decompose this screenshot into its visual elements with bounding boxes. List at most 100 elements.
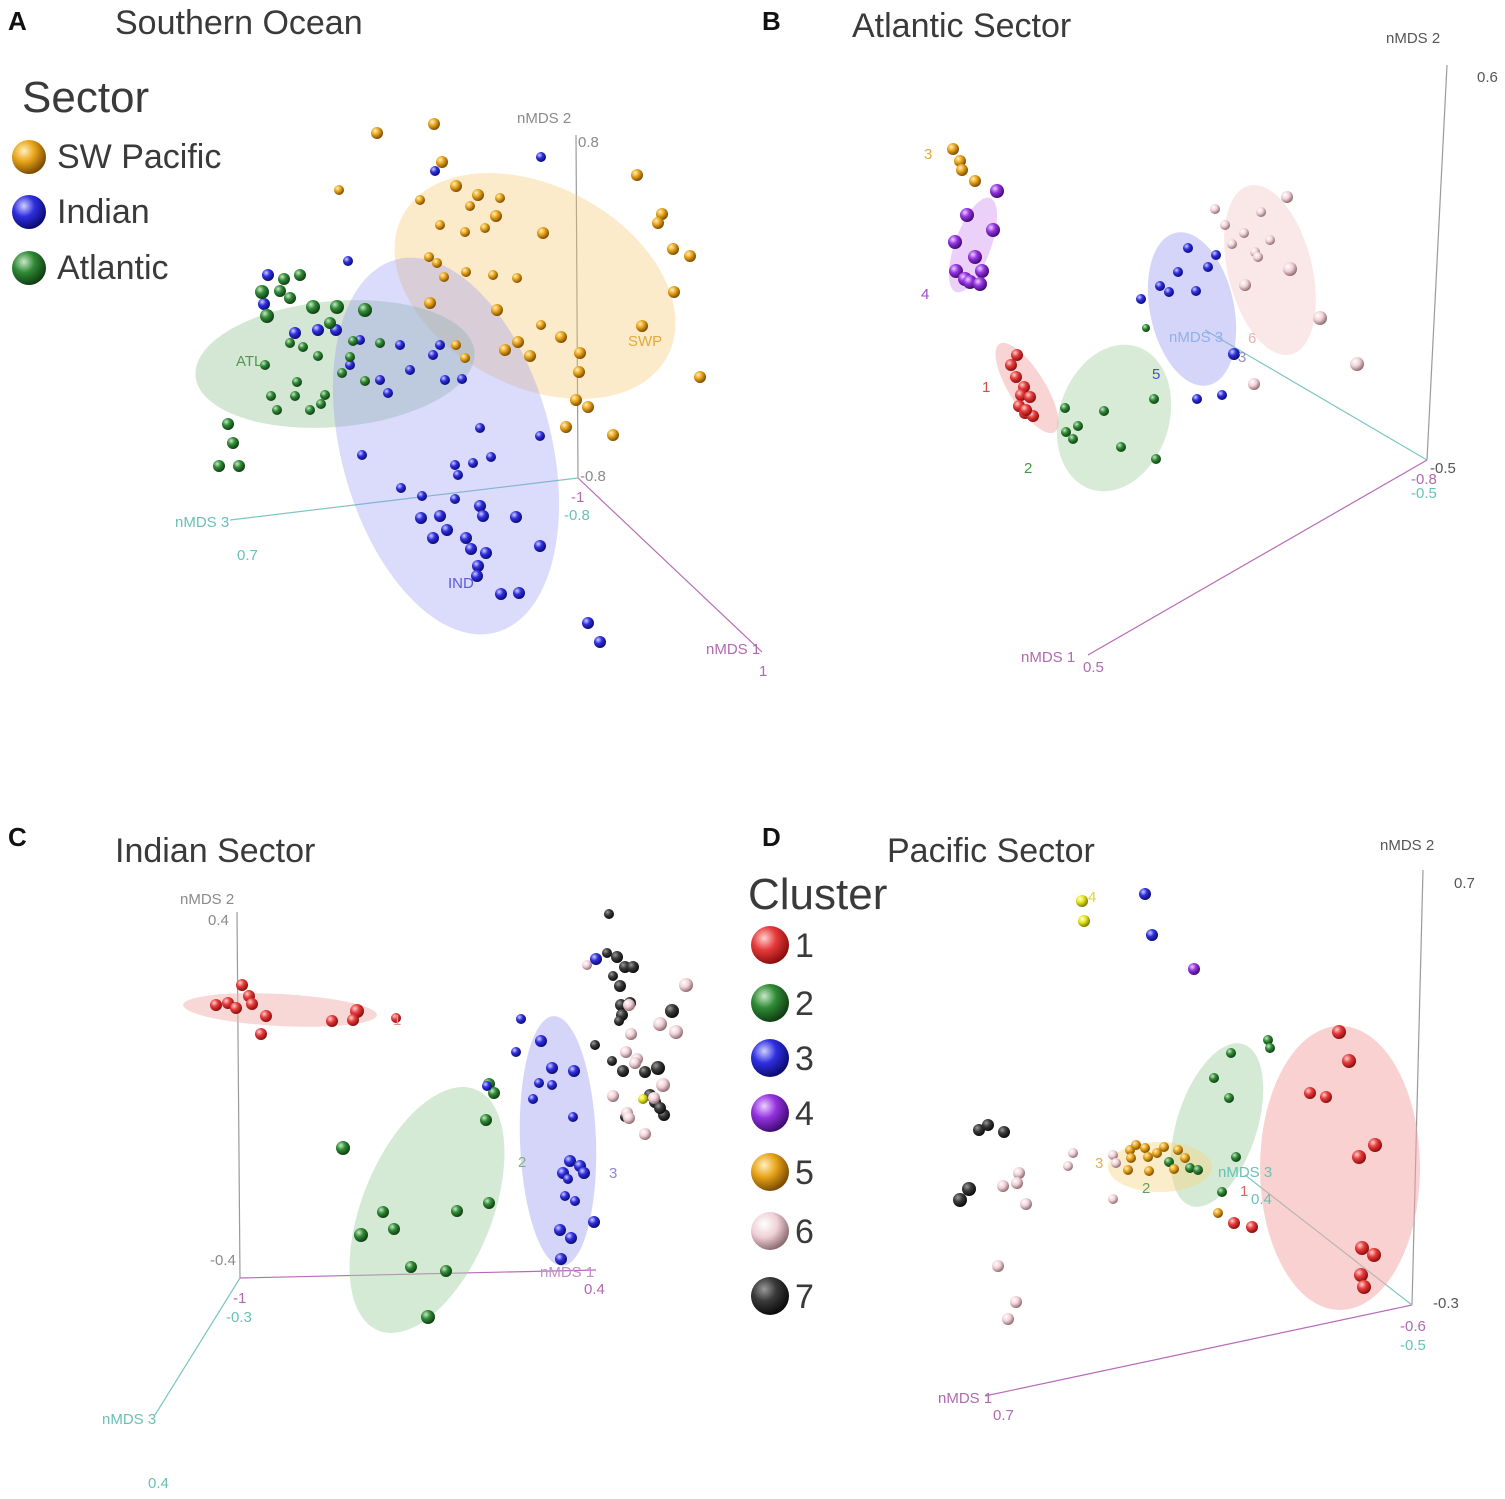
ellipse-b-2 xyxy=(1056,344,1172,492)
tick-x-min-a: -1 xyxy=(571,489,584,506)
axis-label-x-d: nMDS 1 xyxy=(938,1390,992,1407)
d-point xyxy=(1368,1138,1382,1152)
a-point xyxy=(460,227,470,237)
legend-swatch-cluster-7 xyxy=(751,1277,789,1315)
ellipse-b-5 xyxy=(1147,232,1237,386)
axis-label-z-d: nMDS 3 xyxy=(1218,1164,1272,1181)
c-point xyxy=(639,1128,651,1140)
a-point xyxy=(375,338,385,348)
axis-line-z-a xyxy=(229,477,579,521)
tick-z-min-c: -0.3 xyxy=(226,1309,252,1326)
legend-swatch-cluster-2 xyxy=(751,984,789,1022)
a-point xyxy=(427,532,439,544)
group-label-c-1: 1 xyxy=(393,1012,401,1029)
b-point xyxy=(1191,286,1201,296)
b-point xyxy=(947,143,959,155)
tick-y-min-d: -0.3 xyxy=(1433,1295,1459,1312)
b-point xyxy=(1010,371,1022,383)
a-point xyxy=(274,285,286,297)
a-point xyxy=(524,350,536,362)
b-point xyxy=(1217,390,1227,400)
d-point xyxy=(1265,1043,1275,1053)
tick-y-max-c: 0.4 xyxy=(208,912,229,929)
a-point xyxy=(441,524,453,536)
b-point xyxy=(973,277,987,291)
group-label-d-2: 2 xyxy=(1142,1180,1150,1197)
c-point xyxy=(588,1216,600,1228)
a-point xyxy=(436,156,448,168)
a-point xyxy=(337,368,347,378)
a-point xyxy=(453,470,463,480)
c-point xyxy=(651,1061,665,1075)
c-point xyxy=(534,1078,544,1088)
c-point xyxy=(528,1094,538,1104)
a-point xyxy=(278,273,290,285)
a-point xyxy=(415,195,425,205)
d-point xyxy=(1076,895,1088,907)
c-point xyxy=(354,1228,368,1242)
a-point xyxy=(486,452,496,462)
a-point xyxy=(513,587,525,599)
a-point xyxy=(594,636,606,648)
a-point xyxy=(451,340,461,350)
d-point xyxy=(1188,963,1200,975)
a-point xyxy=(471,570,483,582)
d-point xyxy=(1143,1152,1153,1162)
b-point xyxy=(1173,267,1183,277)
b-point xyxy=(1350,357,1364,371)
a-point xyxy=(305,405,315,415)
tick-z-max-d: 0.4 xyxy=(1251,1191,1272,1208)
a-point xyxy=(227,437,239,449)
b-point xyxy=(969,175,981,187)
a-point xyxy=(324,317,336,329)
c-point xyxy=(620,1046,632,1058)
a-point xyxy=(461,267,471,277)
a-point xyxy=(298,342,308,352)
a-point xyxy=(555,331,567,343)
a-point xyxy=(560,421,572,433)
c-point xyxy=(230,1002,242,1014)
a-point xyxy=(450,494,460,504)
c-point xyxy=(590,953,602,965)
group-label-d-4: 4 xyxy=(1088,889,1096,906)
tick-y-max-b: 0.6 xyxy=(1477,69,1498,86)
a-point xyxy=(358,303,372,317)
b-point xyxy=(1155,281,1165,291)
a-point xyxy=(667,243,679,255)
d-point xyxy=(998,1126,1010,1138)
a-point xyxy=(480,547,492,559)
a-point xyxy=(348,336,358,346)
axis-line-y-b xyxy=(1426,64,1448,461)
group-label-b-6: 6 xyxy=(1248,330,1256,347)
tick-x-max-b: 0.5 xyxy=(1083,659,1104,676)
b-point xyxy=(1281,191,1293,203)
c-point xyxy=(656,1078,670,1092)
b-point xyxy=(1203,262,1213,272)
group-label-b-3-blue: 3 xyxy=(1238,349,1246,366)
c-point xyxy=(614,980,626,992)
d-point xyxy=(992,1260,1004,1272)
d-point xyxy=(1180,1153,1190,1163)
a-point xyxy=(668,286,680,298)
d-point xyxy=(1126,1153,1136,1163)
a-point xyxy=(405,365,415,375)
b-point xyxy=(954,155,966,167)
a-point xyxy=(371,127,383,139)
a-point xyxy=(491,304,503,316)
axis-line-y-a xyxy=(575,134,579,479)
axis-line-x-d xyxy=(984,1304,1413,1397)
c-point xyxy=(210,999,222,1011)
d-point xyxy=(1357,1280,1371,1294)
legend-label-cluster-5: 5 xyxy=(795,1154,814,1192)
b-point xyxy=(1313,311,1327,325)
b-point xyxy=(956,164,968,176)
axis-label-z-c: nMDS 3 xyxy=(102,1411,156,1428)
c-point xyxy=(246,998,258,1010)
group-label-atl: ATL xyxy=(236,353,262,370)
a-point xyxy=(480,223,490,233)
panel-a: A Southern Ocean ATL SWP IND nMDS 2 0.8 … xyxy=(8,4,767,680)
b-point xyxy=(1239,228,1249,238)
d-point xyxy=(1342,1054,1356,1068)
axis-line-z-b xyxy=(1204,329,1428,461)
points-a xyxy=(213,118,706,648)
